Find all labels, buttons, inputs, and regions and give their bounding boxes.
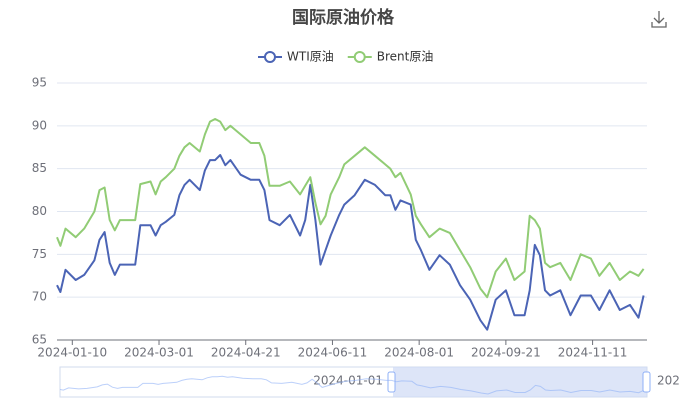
download-icon [651,11,667,28]
zoom-handle[interactable] [387,371,396,393]
legend-item[interactable]: WTI原油 [258,50,334,64]
y-tick-label: 70 [32,290,47,304]
download-button[interactable] [651,11,667,28]
y-tick-label: 65 [32,333,47,347]
y-tick-label: 80 [32,204,47,218]
series-line [56,154,645,331]
zoom-start-label: 2024-01-01 [313,374,383,388]
y-tick-label: 75 [32,247,47,261]
y-tick-label: 85 [32,161,47,175]
x-tick-label: 2024-03-01 [124,346,194,360]
legend-label: Brent原油 [377,50,434,64]
series-line [56,118,645,299]
y-tick-label: 90 [32,118,47,132]
x-tick-label: 2024-06-11 [298,346,368,360]
legend-symbol [264,51,276,63]
legend-item[interactable]: Brent原油 [347,50,434,64]
y-tick-label: 95 [32,76,47,90]
zoom-end-label: 202 [657,374,680,388]
chart-title: 国际原油价格 [292,7,395,28]
legend-symbol [353,51,366,63]
x-tick-label: 2024-09-21 [471,346,541,360]
zoom-handle[interactable] [642,371,651,393]
x-tick-label: 2024-11-11 [558,346,628,360]
zoom-preview [59,375,644,395]
x-tick-label: 2024-01-10 [37,346,107,360]
legend-label: WTI原油 [287,50,334,64]
x-tick-label: 2024-04-21 [211,346,281,360]
x-tick-label: 2024-08-01 [384,346,454,360]
data-zoom[interactable]: 2024-01-01 202 [59,366,680,398]
